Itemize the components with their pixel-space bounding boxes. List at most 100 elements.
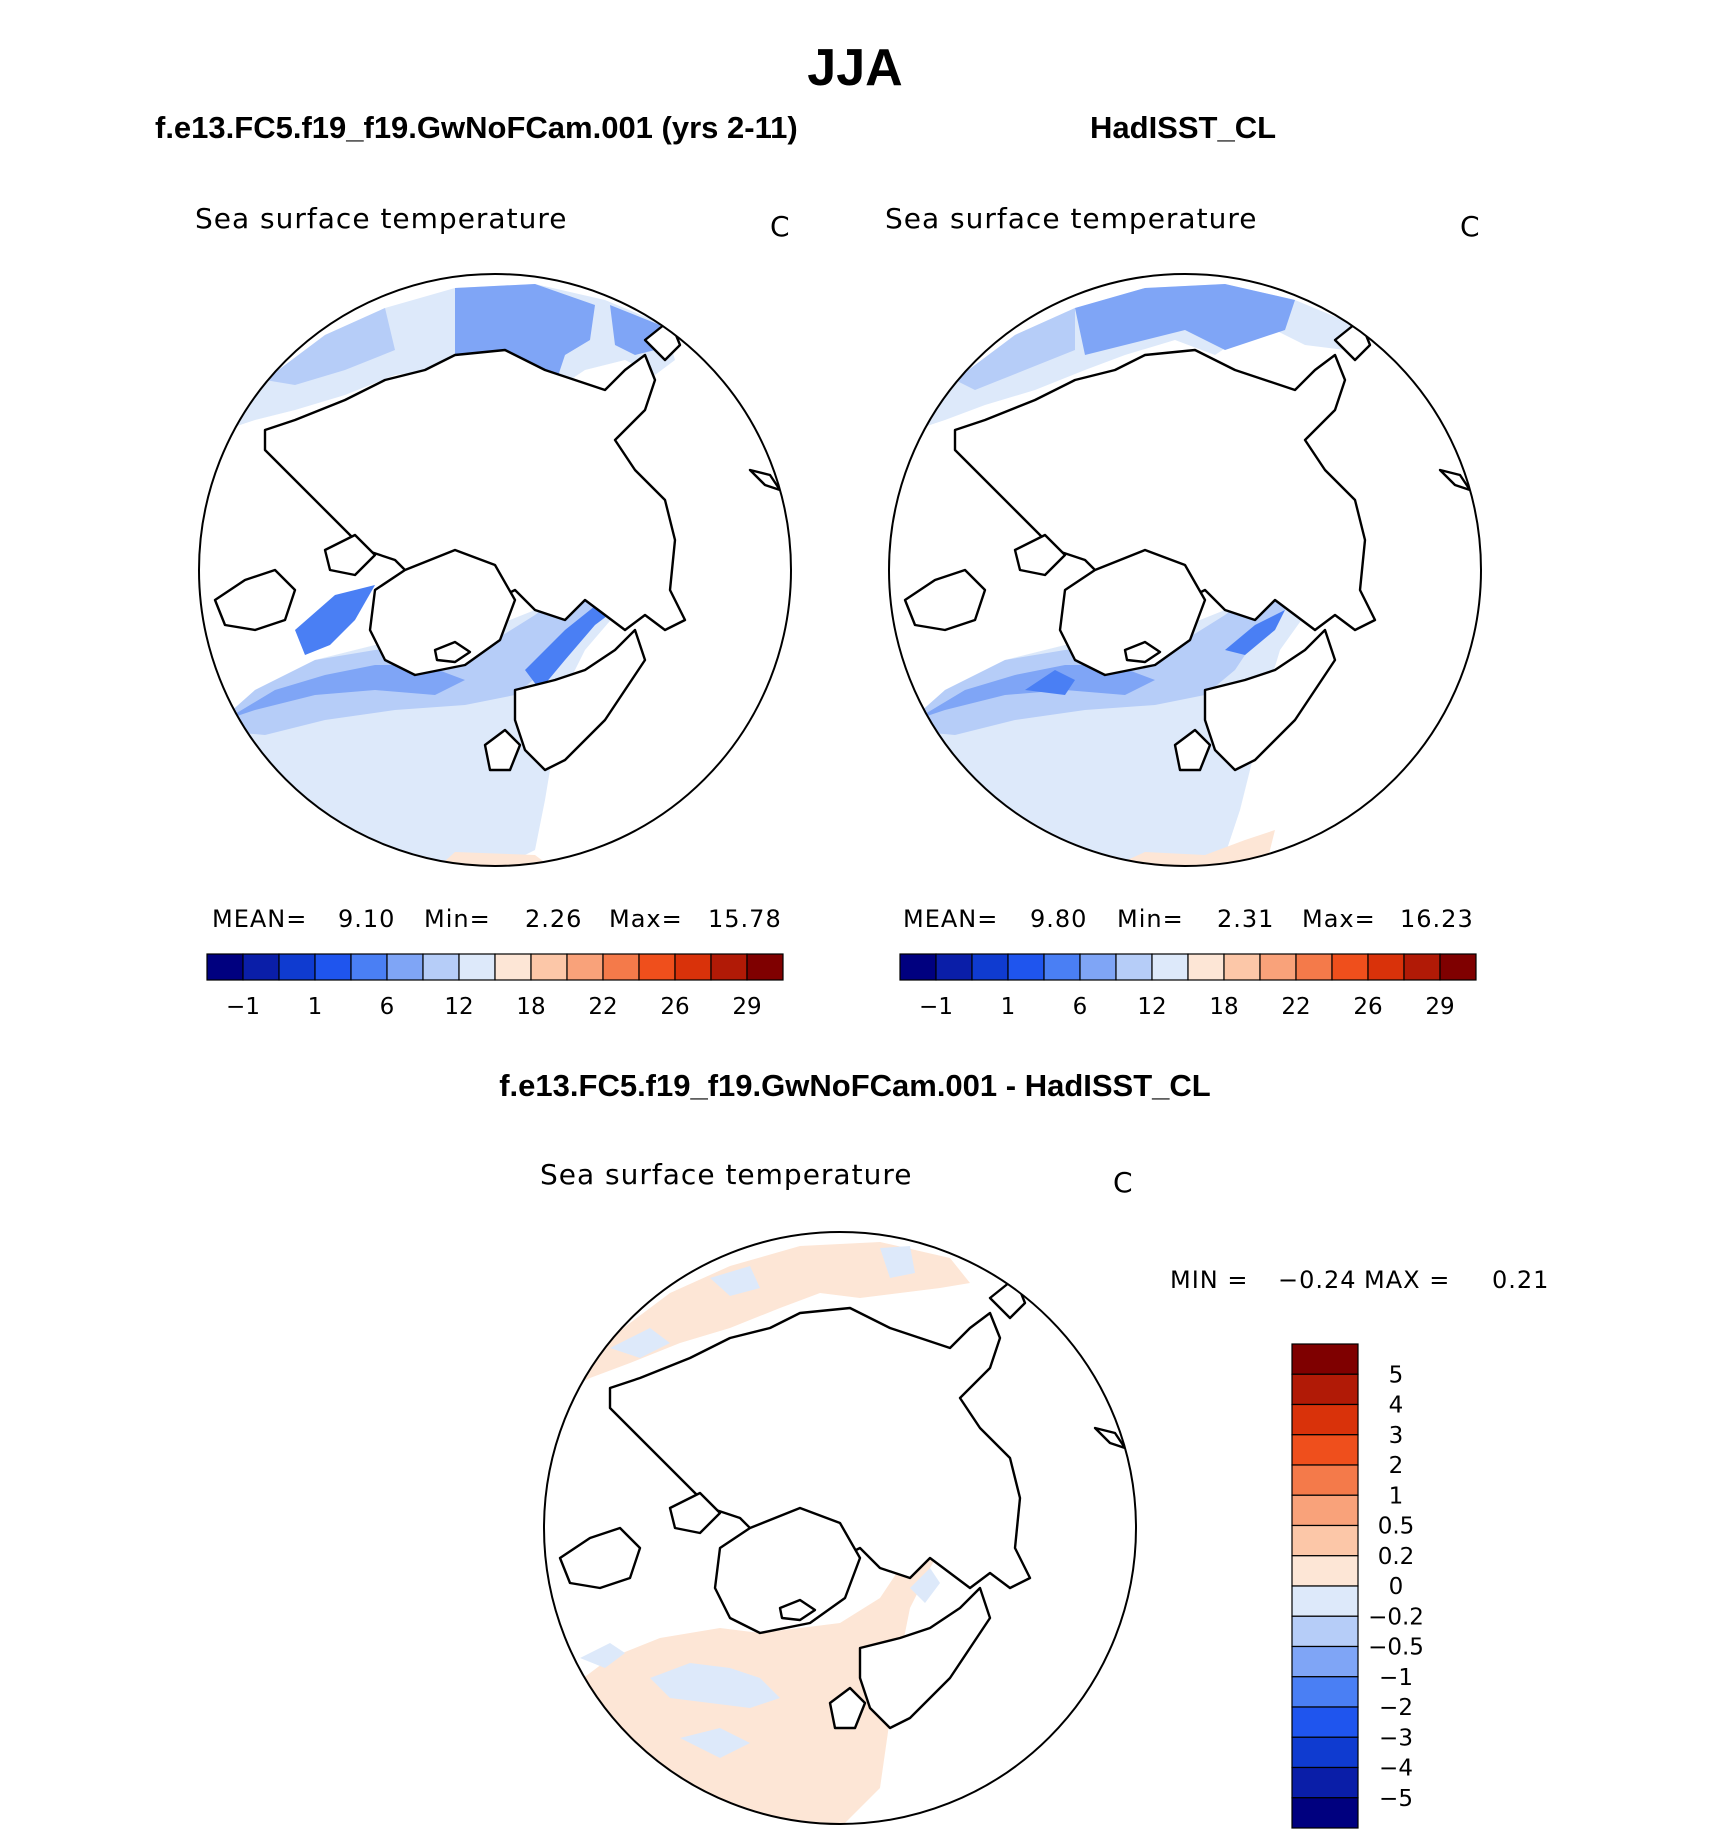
obs-colorbar-swatch	[935, 953, 973, 981]
obs-colorbar-swatch	[971, 953, 1009, 981]
model-colorbar-tick-label: 29	[732, 994, 761, 1020]
obs-colorbar-swatch	[1331, 953, 1369, 981]
diff-colorbar-swatch	[1291, 1524, 1359, 1557]
obs-colorbar-swatch	[1259, 953, 1297, 981]
diff-colorbar-tick-label: −2	[1379, 1695, 1413, 1721]
model-colorbar-swatch	[710, 953, 748, 981]
diff-colorbar-swatch	[1291, 1797, 1359, 1829]
model-colorbar-swatch	[458, 953, 496, 981]
diff-colorbar-swatch	[1291, 1343, 1359, 1375]
diff-colorbar-swatch	[1291, 1555, 1359, 1587]
obs-colorbar-swatch	[1403, 953, 1441, 981]
model-colorbar-tick-label: 12	[444, 994, 473, 1020]
diff-colorbar-swatch	[1291, 1766, 1359, 1799]
obs-colorbar-tick-label: 18	[1209, 994, 1238, 1020]
obs-colorbar-swatch	[899, 953, 937, 981]
model-colorbar-swatch	[566, 953, 604, 981]
model-colorbar-swatch	[494, 953, 532, 981]
diff-colorbar-tick-label: 1	[1389, 1483, 1404, 1509]
obs-colorbar-tick-label: 1	[1001, 994, 1016, 1020]
obs-colorbar-tick-label: 22	[1281, 994, 1310, 1020]
obs-colorbar-tick-label: 29	[1425, 994, 1454, 1020]
diff-colorbar-tick-label: 0.2	[1378, 1544, 1415, 1570]
diff-colorbar-tick-label: 0.5	[1378, 1514, 1415, 1540]
diff-colorbar-tick-label: −0.5	[1368, 1635, 1424, 1661]
model-colorbar-swatch	[530, 953, 568, 981]
diff-units-label: C	[1113, 1166, 1134, 1199]
model-colorbar-swatch	[314, 953, 352, 981]
obs-max-value: 16.23	[1400, 905, 1474, 933]
diff-colorbar-tick-label: −3	[1379, 1725, 1413, 1751]
model-mean-label: MEAN=	[212, 905, 308, 933]
diff-colorbar-tick-label: 5	[1389, 1362, 1404, 1388]
obs-mean-value: 9.80	[1030, 905, 1088, 933]
model-colorbar-tick-label: −1	[226, 994, 260, 1020]
diff-min-value: −0.24	[1278, 1266, 1357, 1294]
model-polar-map	[198, 273, 792, 867]
obs-colorbar-swatch	[1295, 953, 1333, 981]
obs-max-label: Max=	[1302, 905, 1376, 933]
obs-colorbar-tick-label: −1	[919, 994, 953, 1020]
model-colorbar-swatch	[386, 953, 424, 981]
diff-min-label: MIN =	[1170, 1266, 1249, 1294]
obs-panel-title: HadISST_CL	[1090, 110, 1277, 145]
obs-colorbar: −1 1 6 12 18 22 26 29	[899, 953, 1477, 1020]
diff-colorbar-tick-label: −4	[1379, 1756, 1413, 1782]
diff-colorbar-tick-label: 2	[1389, 1453, 1404, 1479]
obs-colorbar-swatch	[1079, 953, 1117, 981]
diff-variable-label: Sea surface temperature	[540, 1158, 913, 1191]
obs-min-label: Min=	[1117, 905, 1184, 933]
model-variable-label: Sea surface temperature	[195, 202, 568, 235]
diff-colorbar-swatch	[1291, 1736, 1359, 1769]
model-colorbar-swatch	[422, 953, 460, 981]
diff-colorbar-swatch	[1291, 1464, 1359, 1496]
obs-colorbar-tick-label: 26	[1353, 994, 1382, 1020]
obs-polar-map	[888, 273, 1482, 867]
obs-variable-label: Sea surface temperature	[885, 202, 1258, 235]
model-colorbar-swatch	[350, 953, 388, 981]
model-colorbar-swatch	[638, 953, 676, 981]
diff-panel-title: f.e13.FC5.f19_f19.GwNoFCam.001 - HadISST…	[499, 1068, 1211, 1103]
model-max-value: 15.78	[708, 905, 782, 933]
obs-colorbar-swatch	[1187, 953, 1225, 981]
obs-units-label: C	[1460, 210, 1481, 243]
obs-colorbar-swatch	[1439, 953, 1477, 981]
diff-colorbar-swatch	[1291, 1706, 1359, 1738]
model-panel-title: f.e13.FC5.f19_f19.GwNoFCam.001 (yrs 2-11…	[155, 110, 798, 145]
obs-colorbar-swatch	[1223, 953, 1261, 981]
model-min-label: Min=	[424, 905, 491, 933]
model-min-value: 2.26	[525, 905, 583, 933]
obs-colorbar-tick-label: 12	[1137, 994, 1166, 1020]
model-colorbar-swatch	[602, 953, 640, 981]
obs-min-value: 2.31	[1217, 905, 1275, 933]
diff-colorbar-swatch	[1291, 1403, 1359, 1436]
model-colorbar-swatch	[242, 953, 280, 981]
diff-colorbar-tick-label: 4	[1389, 1393, 1404, 1419]
model-units-label: C	[770, 210, 791, 243]
diff-colorbar-tick-label: 0	[1389, 1574, 1404, 1600]
obs-colorbar-tick-label: 6	[1073, 994, 1088, 1020]
model-colorbar-swatch	[206, 953, 244, 981]
model-colorbar-tick-label: 22	[588, 994, 617, 1020]
diff-max-value: 0.21	[1492, 1266, 1550, 1294]
diff-colorbar-swatch	[1291, 1615, 1359, 1648]
model-colorbar-tick-label: 26	[660, 994, 689, 1020]
model-colorbar-tick-label: 1	[308, 994, 323, 1020]
diff-colorbar-tick-label: −5	[1379, 1786, 1413, 1812]
diff-colorbar-tick-label: −0.2	[1368, 1604, 1424, 1630]
obs-colorbar-swatch	[1043, 953, 1081, 981]
model-colorbar-tick-label: 6	[380, 994, 395, 1020]
model-max-label: Max=	[609, 905, 683, 933]
diff-colorbar-tick-label: 3	[1389, 1423, 1404, 1449]
diff-polar-map	[543, 1231, 1137, 1825]
diff-colorbar-swatch	[1291, 1676, 1359, 1708]
diff-colorbar-swatch	[1291, 1645, 1359, 1678]
model-mean-value: 9.10	[338, 905, 396, 933]
diff-colorbar-swatch	[1291, 1494, 1359, 1527]
model-colorbar-swatch	[674, 953, 712, 981]
model-colorbar-swatch	[746, 953, 784, 981]
diff-colorbar-tick-label: −1	[1379, 1665, 1413, 1691]
diff-colorbar-swatch	[1291, 1585, 1359, 1617]
diff-colorbar-swatch	[1291, 1434, 1359, 1466]
obs-colorbar-swatch	[1007, 953, 1045, 981]
